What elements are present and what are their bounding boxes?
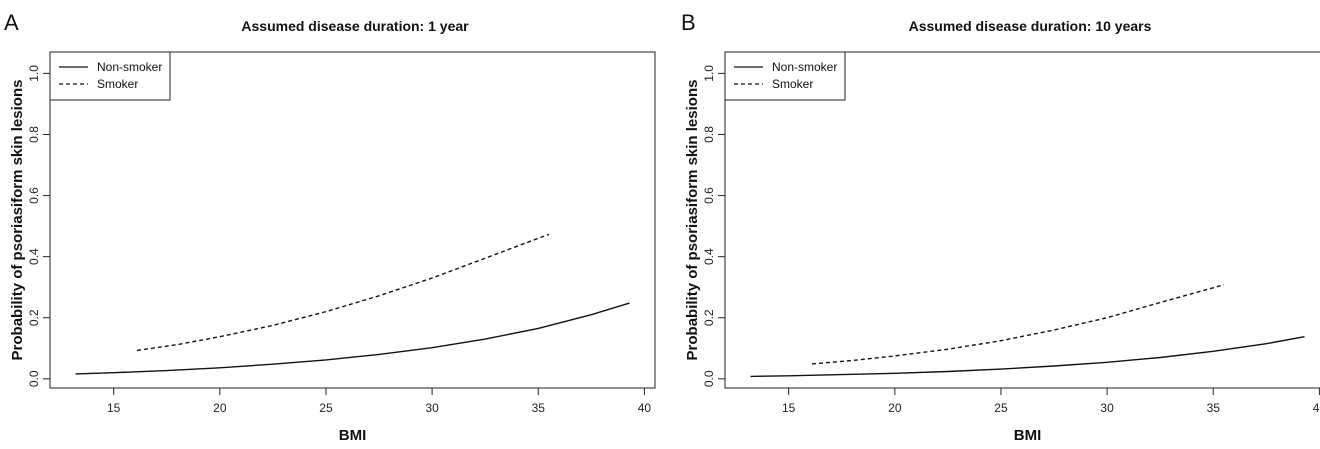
panel-letter: A (4, 10, 19, 35)
plot-frame (49, 51, 656, 389)
y-axis-label: Probability of psoriasiform skin lesions (9, 80, 26, 361)
legend-box (49, 51, 171, 101)
x-tick-label: 30 (425, 401, 439, 415)
y-tick-label: 0.2 (27, 309, 41, 326)
chart-title: Assumed disease duration: 10 years (909, 18, 1152, 34)
x-tick-label: 40 (638, 401, 652, 415)
x-tick-label: 35 (1207, 401, 1221, 415)
y-tick-label: 0.0 (27, 370, 41, 387)
y-tick-label: 1.0 (702, 65, 716, 82)
y-axis-label: Probability of psoriasiform skin lesions (684, 80, 701, 361)
plot-frame (724, 51, 1320, 389)
series-line-smoker (811, 284, 1225, 365)
x-tick-label: 15 (782, 401, 796, 415)
legend: Non-smoker Smoker (724, 51, 846, 101)
x-tick-label: 40 (1313, 401, 1320, 415)
series-line-smoker (136, 233, 550, 352)
legend-entry: Non-smoker (97, 60, 162, 74)
legend-entry: Non-smoker (772, 60, 837, 74)
y-tick-label: 0.6 (27, 187, 41, 204)
y-tick-label: 0.4 (27, 248, 41, 265)
legend-box (724, 51, 846, 101)
x-tick-label: 15 (107, 401, 121, 415)
legend-entry: Smoker (772, 77, 813, 91)
y-tick-label: 0.8 (702, 126, 716, 143)
chart-panel-a: A Assumed disease duration: 1 year 15 20 25 3… (4, 10, 656, 444)
y-tick-label: 0.6 (702, 187, 716, 204)
series-line-non-smoker (75, 302, 630, 375)
x-axis-label: BMI (339, 427, 367, 444)
x-tick-label: 30 (1100, 401, 1114, 415)
x-tick-label: 25 (994, 401, 1008, 415)
y-tick-label: 0.2 (702, 309, 716, 326)
x-tick-label: 25 (319, 401, 333, 415)
panel-letter: B (681, 10, 696, 35)
x-tick-label: 35 (532, 401, 546, 415)
y-tick-label: 1.0 (27, 65, 41, 82)
y-tick-label: 0.8 (27, 126, 41, 143)
legend: Non-smoker Smoker (49, 51, 171, 101)
y-tick-label: 0.4 (702, 248, 716, 265)
chart-panel-b: B Assumed disease duration: 10 years 15 20 2… (681, 10, 1320, 444)
x-axis-label: BMI (1014, 427, 1042, 444)
legend-entry: Smoker (97, 77, 138, 91)
x-tick-label: 20 (888, 401, 902, 415)
y-tick-label: 0.0 (702, 370, 716, 387)
x-tick-label: 20 (213, 401, 227, 415)
series-line-non-smoker (750, 336, 1305, 378)
chart-title: Assumed disease duration: 1 year (241, 18, 469, 34)
